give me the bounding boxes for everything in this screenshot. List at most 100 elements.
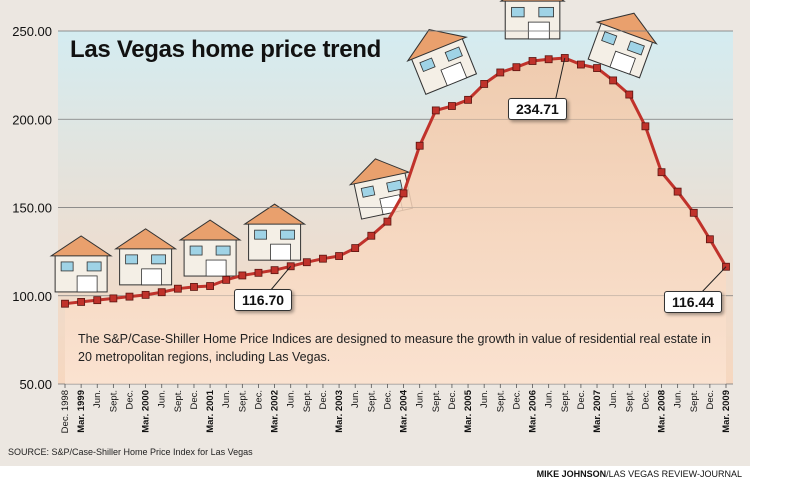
data-point [93, 296, 102, 305]
data-point [399, 189, 408, 198]
credit-text: MIKE JOHNSON/LAS VEGAS REVIEW-JOURNAL [537, 469, 742, 479]
x-tick-label: Jun. [415, 390, 426, 408]
y-axis-ticks: 250.00 200.00 150.00 100.00 50.00 [12, 24, 52, 392]
data-point [593, 64, 601, 72]
house-icon [499, 0, 566, 40]
data-markers [61, 54, 730, 308]
data-point [61, 299, 69, 308]
callout-leader [699, 266, 727, 295]
data-point [383, 217, 392, 226]
x-tick-label: Dec. [511, 390, 522, 410]
x-tick-label: Sept. [624, 390, 635, 412]
callout-leaders [269, 57, 727, 295]
y-tick-label: 100.00 [12, 289, 52, 304]
x-tick-label: Jun. [286, 390, 297, 408]
data-point [190, 283, 198, 291]
x-tick-label: Sept. [560, 390, 571, 412]
area-under-line [65, 57, 726, 385]
callout-2009: 116.44 [664, 291, 723, 313]
x-tick-label: Dec. [576, 390, 587, 410]
data-point [351, 244, 360, 252]
x-tick-label: Mar. 2005 [463, 389, 474, 432]
x-tick-label: Jun. [221, 390, 232, 408]
data-point [464, 95, 472, 104]
x-tick-label: Mar. 2000 [141, 390, 152, 433]
x-tick-label: Jun. [479, 390, 490, 408]
data-point [238, 271, 247, 280]
x-tick-label: Dec. [124, 390, 135, 410]
x-tick-label: Jun. [92, 390, 103, 408]
house-icon [113, 228, 178, 286]
x-tick-label: Dec. [640, 390, 651, 410]
x-tick-label: Mar. 2008 [657, 390, 668, 433]
chart-title: Las Vegas home price trend [70, 36, 381, 63]
house-illustrations [49, 0, 658, 293]
y-tick-label: 200.00 [12, 112, 52, 127]
x-axis-ticks: Dec. 1998 Mar. 1999 Jun. Sept. Dec. Mar. 2000… [60, 384, 732, 433]
x-tick-label: Sept. [431, 390, 442, 412]
data-point [415, 141, 424, 150]
data-point [577, 60, 585, 69]
y-tick-label: 250.00 [12, 24, 52, 39]
data-point [254, 268, 263, 277]
callout-peak-2006: 234.71 [508, 98, 567, 120]
x-tick-label: Sept. [366, 390, 377, 412]
data-point [109, 294, 118, 303]
x-tick-label: Sept. [689, 390, 700, 412]
data-point [528, 57, 537, 65]
data-point [657, 168, 666, 177]
x-tick-label: Jun. [608, 390, 619, 408]
x-tick-label: Sept. [495, 390, 506, 412]
callout-low-2002: 116.70 [234, 289, 293, 311]
x-tick-label: Jun. [157, 390, 168, 408]
credit-outlet: /LAS VEGAS REVIEW-JOURNAL [606, 469, 742, 479]
x-tick-label: Jun. [544, 390, 555, 408]
x-tick-label: Dec. [447, 390, 458, 410]
x-tick-label: Dec. [318, 390, 329, 410]
data-point [625, 90, 634, 99]
data-point [367, 231, 376, 240]
data-point [206, 282, 214, 290]
x-tick-label: Dec. [253, 390, 264, 410]
x-tick-label: Sept. [108, 390, 119, 412]
data-point [641, 122, 650, 131]
x-tick-label: Dec. [189, 390, 200, 410]
data-point [673, 187, 682, 196]
x-tick-label: Mar. 2004 [399, 389, 410, 432]
x-tick-label: Dec. [705, 390, 716, 410]
data-point [77, 298, 86, 306]
x-tick-label: Mar. 1999 [76, 390, 87, 433]
x-tick-label: Sept. [302, 390, 313, 412]
data-point [335, 252, 343, 260]
data-point [157, 288, 166, 297]
data-point [270, 266, 279, 275]
data-point [319, 254, 327, 263]
callout-leader [554, 57, 566, 103]
data-point [302, 258, 311, 267]
data-point [689, 208, 698, 217]
x-tick-label: Dec. [382, 390, 393, 410]
house-icon [178, 219, 242, 277]
data-point [222, 275, 231, 284]
data-point [431, 106, 440, 115]
x-tick-label: Mar. 2006 [528, 390, 539, 433]
house-icon [406, 28, 478, 95]
data-point [448, 102, 456, 110]
house-icon [587, 12, 658, 79]
credit-name: MIKE JOHNSON [536, 469, 607, 479]
x-tick-label: Sept. [173, 390, 184, 412]
x-tick-label: Mar. 2001 [205, 389, 216, 432]
data-point [512, 63, 521, 72]
data-point [480, 80, 489, 88]
x-tick-label: Dec. 1998 [60, 390, 71, 433]
y-tick-label: 50.00 [19, 377, 52, 392]
data-point [496, 68, 505, 77]
house-icon [242, 203, 307, 261]
x-tick-label: Jun. [673, 390, 684, 408]
data-point [609, 76, 618, 85]
house-icon [49, 235, 113, 293]
callout-leader [269, 265, 292, 292]
x-tick-label: Mar. 2003 [334, 390, 345, 433]
